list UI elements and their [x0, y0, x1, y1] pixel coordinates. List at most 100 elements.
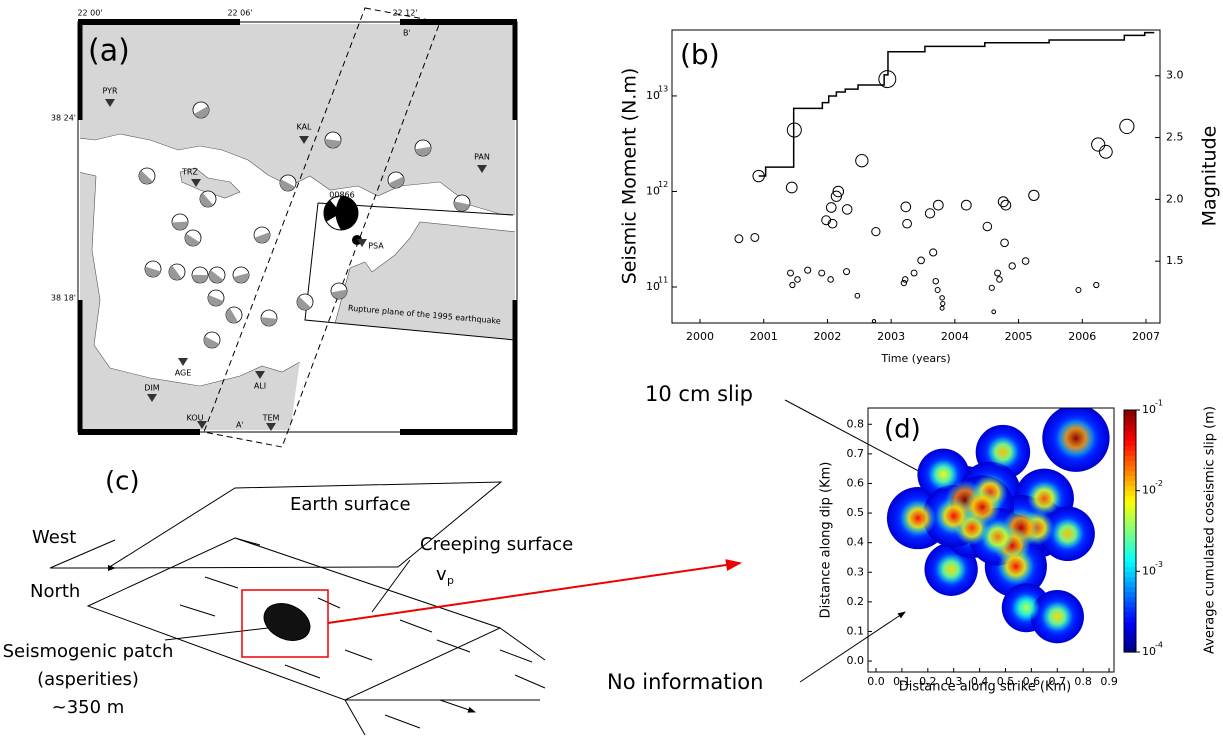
colorbar-segment — [1124, 576, 1136, 583]
velocity-subscript: p — [447, 574, 454, 587]
colorbar-segment — [1124, 646, 1136, 653]
event-point — [1008, 262, 1016, 270]
plot-frame — [671, 29, 1161, 324]
focal-mechanism-quadrant — [226, 308, 239, 323]
station-label: KOU — [187, 414, 204, 423]
x-tick-label: 0.0 — [867, 675, 885, 688]
colorbar-tick-exponent: -2 — [1155, 479, 1163, 488]
colorbar-segment — [1124, 440, 1136, 446]
colorbar-segment — [1124, 485, 1136, 492]
station — [477, 165, 487, 173]
x-tick-label: 0.4 — [971, 675, 989, 688]
event-point — [1000, 199, 1012, 211]
event-point — [855, 154, 869, 168]
event-point — [830, 190, 843, 202]
event-point — [794, 276, 801, 283]
slip-patch — [997, 548, 1035, 585]
station — [178, 358, 188, 366]
pointers — [164, 559, 411, 641]
colorbar-segment — [1124, 606, 1136, 613]
colorbar-segment — [1124, 470, 1136, 477]
station — [255, 371, 265, 379]
focal-mechanism-quadrant — [172, 221, 188, 230]
x-tick-label: 2000 — [686, 330, 714, 343]
event-point — [871, 226, 881, 237]
station-label: KAL — [296, 123, 312, 132]
colorbar-segment — [1124, 475, 1136, 482]
lon-tick-label: 22 06' — [227, 9, 252, 18]
lat-tick-label: 38 24' — [51, 114, 76, 123]
colorbar-tick-label: 10 — [1142, 403, 1156, 416]
y-tick-label: 10 — [646, 184, 660, 197]
colorbar-segment — [1124, 420, 1136, 426]
x-tick-label: 2007 — [1132, 330, 1160, 343]
event-point — [1093, 281, 1100, 289]
y-tick-label: 0.6 — [847, 476, 865, 489]
colorbar-segment — [1124, 556, 1136, 562]
profile-end: A' — [236, 421, 244, 430]
x-tick-label: 2002 — [813, 330, 841, 343]
colorbar-segment — [1124, 410, 1136, 416]
slip-patch — [1051, 518, 1084, 550]
axis-arrows — [49, 539, 115, 568]
slip-patch — [928, 459, 959, 490]
colorbar-label: Average cumulated coseismic slip (m) — [1203, 406, 1218, 654]
map-panel — [77, 7, 518, 448]
slip-patch — [980, 520, 1015, 554]
event-point — [917, 256, 925, 265]
velocity-label: v — [436, 564, 447, 585]
event-point — [901, 276, 909, 283]
panel-label: (d) — [884, 415, 921, 445]
event-point — [827, 276, 834, 283]
event-point — [1119, 118, 1135, 135]
y2-axis-label: Magnitude — [1199, 126, 1221, 227]
y2-tick-label: 2.0 — [1166, 192, 1184, 205]
y2-tick-label: 3.0 — [1166, 69, 1184, 82]
focal-mechanism-quadrant — [254, 232, 270, 243]
colorbar-segment — [1124, 531, 1136, 537]
event-point — [871, 318, 877, 324]
event-point — [827, 218, 838, 229]
colorbar-segment — [1124, 505, 1136, 512]
x-axis-label: Time (years) — [880, 352, 950, 365]
colorbar-segment — [1124, 566, 1136, 572]
event-point — [988, 284, 995, 291]
colorbar-segment — [1124, 581, 1136, 588]
station — [266, 423, 276, 431]
annotation: 10 cm slip — [645, 382, 753, 406]
event-label: 00866 — [329, 191, 354, 200]
event-point — [1075, 287, 1082, 294]
station — [299, 136, 309, 144]
colorbar-segment — [1124, 561, 1136, 567]
profile-end: B' — [403, 29, 411, 38]
focal-mechanism-quadrant — [194, 106, 209, 118]
north-label: North — [30, 581, 80, 602]
event-point — [900, 279, 908, 287]
colorbar-segment — [1124, 515, 1136, 522]
event-point — [1098, 144, 1113, 159]
colorbar-segment — [1124, 450, 1136, 456]
station-label: ALI — [254, 382, 266, 391]
seismogenic-patch — [263, 603, 311, 641]
event-point — [1091, 137, 1106, 152]
y-tick-label: 10 — [646, 280, 660, 293]
event-point — [982, 221, 993, 232]
event-point — [939, 295, 945, 301]
colorbar-segment — [1124, 536, 1136, 542]
colorbar-segment — [1124, 455, 1136, 462]
event-point — [785, 181, 798, 194]
focal-mechanism-quadrant — [209, 270, 224, 283]
event-point — [750, 232, 760, 242]
x-tick-label: 0.8 — [1074, 675, 1092, 688]
colorbar-tick-exponent: -4 — [1155, 641, 1163, 650]
station-label: PYR — [102, 87, 118, 96]
focal-mechanism-quadrant — [280, 179, 296, 191]
colorbar-segment — [1124, 586, 1136, 593]
event-point — [932, 199, 944, 211]
event-point — [821, 215, 832, 226]
station-label: PAN — [474, 153, 490, 162]
focal-mechanism-quadrant — [208, 295, 224, 306]
profile-strip — [203, 7, 441, 448]
colorbar-segment — [1124, 495, 1136, 502]
x-tick-label: 0.7 — [1049, 675, 1067, 688]
